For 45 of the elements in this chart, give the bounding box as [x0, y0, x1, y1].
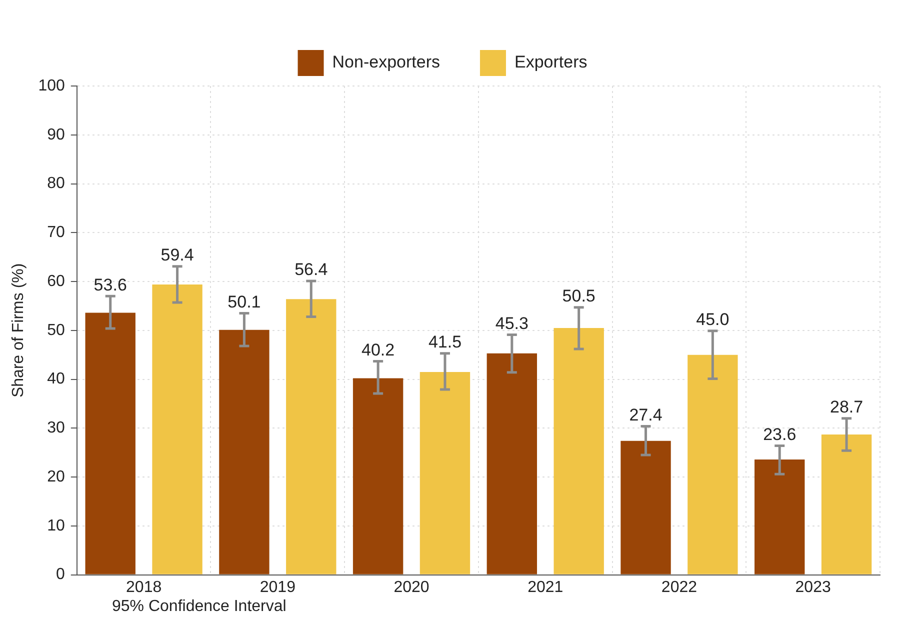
y-tick-label: 0 — [56, 566, 65, 584]
data-label: 27.4 — [629, 405, 662, 424]
x-tick-label: 2020 — [394, 578, 430, 596]
data-label: 56.4 — [294, 260, 328, 280]
data-label: 41.5 — [428, 332, 462, 352]
bar — [286, 299, 336, 574]
bar — [352, 378, 404, 574]
data-label: 59.4 — [160, 246, 194, 265]
x-tick-label: 2021 — [528, 578, 564, 596]
data-label: 23.6 — [763, 424, 796, 444]
data-label: 40.2 — [362, 340, 395, 360]
x-tick-label: 2019 — [260, 578, 296, 596]
y-tick-label: 70 — [47, 224, 65, 242]
legend-label: Exporters — [514, 52, 588, 72]
bar — [688, 354, 738, 574]
bar — [85, 312, 136, 574]
data-label: 53.6 — [94, 275, 127, 294]
bar — [486, 353, 538, 574]
x-tick-label: 2022 — [661, 578, 698, 596]
bar — [620, 440, 671, 574]
x-tick-label: 2018 — [126, 578, 162, 596]
data-label: 50.1 — [228, 292, 261, 312]
bar — [152, 284, 202, 574]
y-tick-label: 80 — [47, 175, 65, 192]
bar — [821, 434, 872, 574]
y-tick-label: 100 — [38, 77, 65, 94]
y-tick-label: 10 — [47, 517, 65, 534]
y-tick-label: 20 — [47, 468, 65, 486]
bar — [420, 372, 470, 574]
y-tick-label: 60 — [47, 272, 65, 290]
y-tick-label: 50 — [47, 322, 65, 339]
y-tick-label: 90 — [47, 126, 65, 144]
y-axis-title: Share of Firms (%) — [10, 263, 28, 398]
y-tick-label: 30 — [47, 420, 65, 437]
data-label: 45.0 — [696, 310, 730, 330]
bar — [754, 459, 805, 574]
text: 95% Confidence Interval — [112, 598, 286, 616]
legend-label: Non-exporters — [332, 52, 440, 72]
bar — [554, 328, 604, 574]
data-label: 45.3 — [495, 314, 528, 333]
data-label: 28.7 — [830, 398, 864, 417]
bar — [219, 330, 270, 574]
y-tick-label: 40 — [47, 370, 65, 388]
data-label: 50.5 — [562, 286, 596, 306]
x-tick-label: 2023 — [795, 578, 831, 596]
